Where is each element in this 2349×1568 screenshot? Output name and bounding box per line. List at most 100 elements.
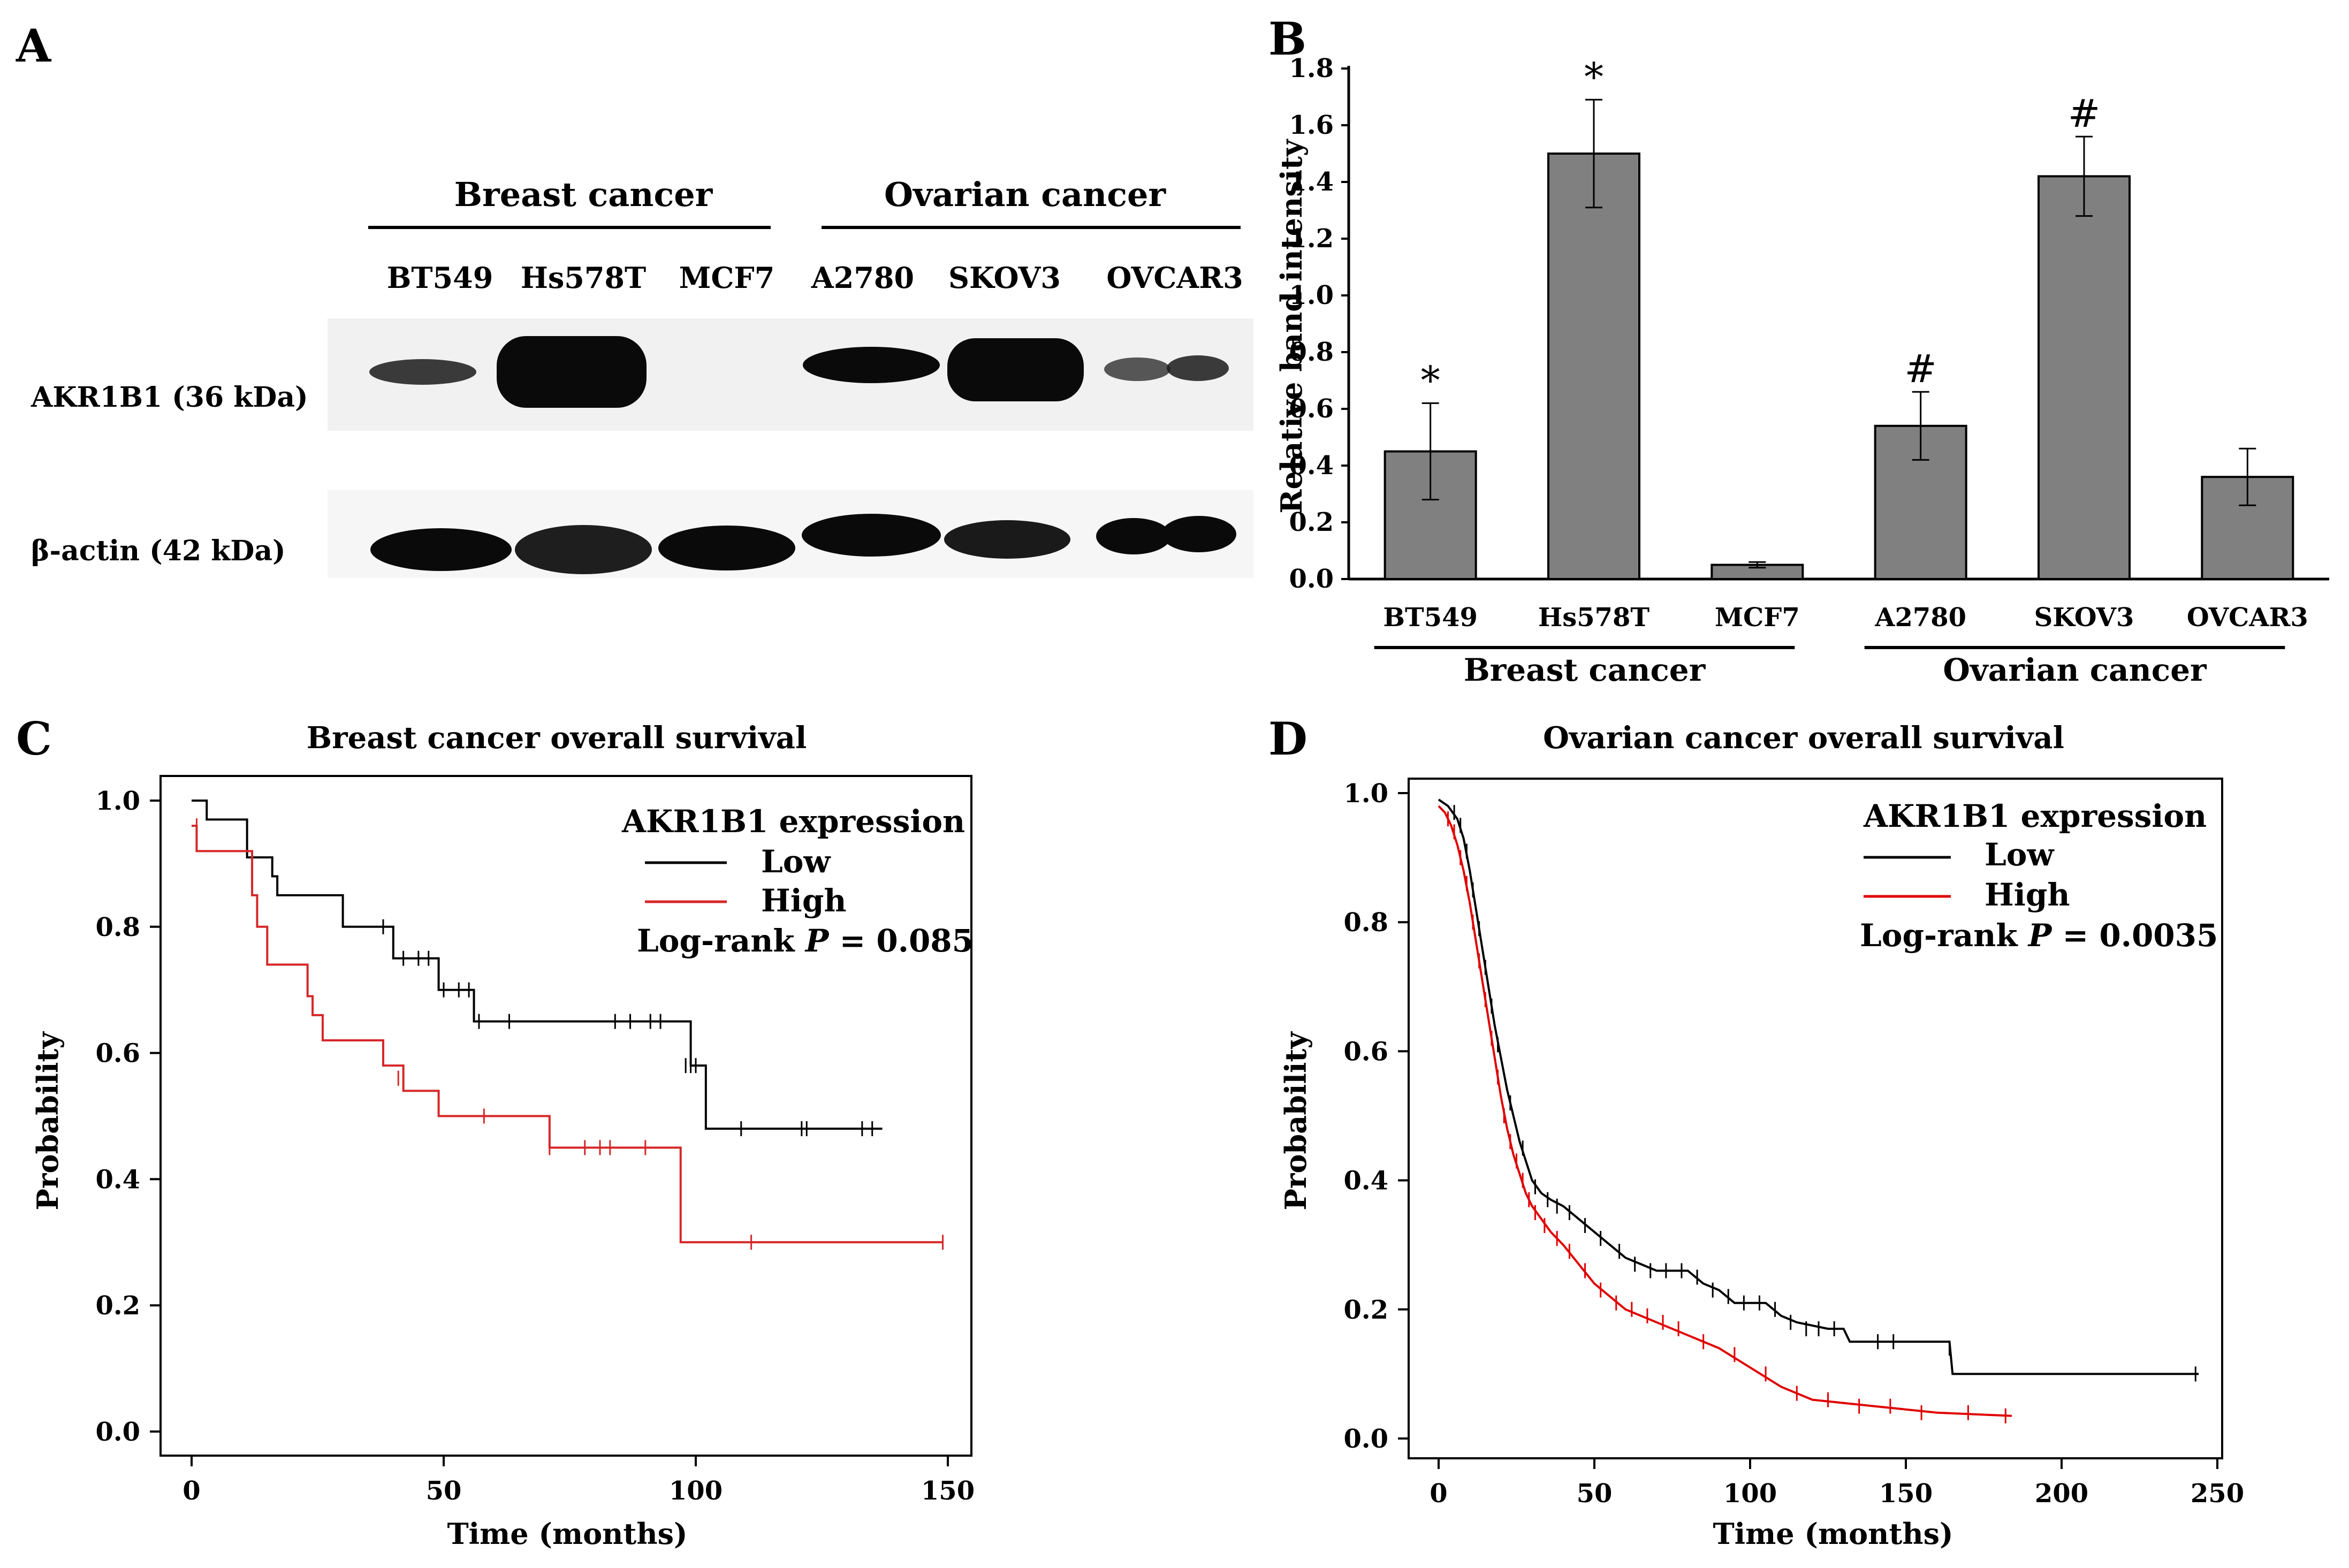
y-tick-label: 1.0: [95, 786, 140, 816]
y-axis-label: Probability: [31, 1031, 65, 1211]
y-tick-label: 0.8: [1289, 337, 1334, 367]
survival-curve-low: [192, 800, 883, 1130]
y-tick-label: 1.4: [1289, 167, 1334, 197]
y-tick-label: 0.8: [1343, 908, 1388, 938]
band-akr1b1-bt549: [369, 359, 476, 385]
band-akr1b1-ovcar3: [1104, 357, 1170, 381]
y-tick-label: 0.6: [1289, 394, 1334, 424]
plot-frame: [159, 775, 972, 1457]
x-tick-label: BT549: [1383, 603, 1477, 633]
x-tick-label: 150: [921, 1476, 975, 1506]
c-series: [192, 800, 944, 1250]
y-tick-label: 0.0: [1289, 564, 1334, 594]
d-legend: AKR1B1 expression Low High Log-rank P = …: [1860, 798, 2218, 954]
panel-a-western-blot: A Breast cancer Ovarian cancer BT549 Hs5…: [16, 19, 1253, 578]
x-tick-label: A2780: [1874, 603, 1966, 633]
x-tick-label: 50: [426, 1476, 462, 1506]
blot-lane-label: Hs578T: [521, 261, 646, 295]
survival-curve-high: [1438, 805, 2012, 1417]
blot-lane-label: BT549: [387, 261, 493, 295]
y-tick-label: 0.0: [1343, 1424, 1388, 1454]
legend-entry-low: Low: [761, 843, 831, 880]
x-tick-label: 150: [1879, 1479, 1933, 1509]
b-bars: * * # #: [1383, 54, 2294, 581]
band-beta-actin-skov3: [944, 520, 1070, 559]
x-tick-label: 50: [1577, 1479, 1613, 1509]
chart-title: Ovarian cancer overall survival: [1543, 720, 2064, 756]
y-tick-label: 0.6: [1343, 1037, 1388, 1067]
blot-lane-label: SKOV3: [948, 261, 1061, 295]
akr1b1-bands: [369, 336, 1229, 408]
legend-entry-high: High: [761, 882, 847, 919]
x-tick-label: OVCAR3: [2187, 603, 2308, 633]
beta-actin-bands: [370, 514, 1236, 574]
significance-marker: #: [2068, 91, 2100, 136]
blot-lane-label: A2780: [811, 261, 914, 295]
blot-row-label-beta-actin: β-actin (42 kDa): [31, 535, 286, 567]
panel-label-b: B: [1268, 12, 1306, 65]
band-beta-actin-mcf7: [658, 526, 795, 570]
group-label: Breast cancer: [1464, 652, 1706, 688]
x-tick-label: 0: [1430, 1479, 1447, 1509]
b-x-tick-labels: BT549 Hs578T MCF7 A2780 SKOV3 OVCAR3: [1383, 603, 2308, 633]
legend-title: AKR1B1 expression: [621, 803, 965, 840]
x-tick-label: 250: [2191, 1479, 2244, 1509]
y-tick-label: 0.2: [1343, 1295, 1388, 1325]
blot-lane-label: MCF7: [679, 261, 775, 295]
y-tick-label: 0.2: [1289, 507, 1334, 537]
c-legend: AKR1B1 expression Low High Log-rank P = …: [621, 803, 974, 959]
b-axes: 0.0 0.2 0.4 0.6 0.8 1.0 1.2 1.4 1.6 1.8: [1289, 54, 2329, 594]
band-beta-actin-bt549: [370, 528, 512, 571]
x-tick-label: MCF7: [1715, 603, 1800, 633]
c-axes: 0 50 100 150 0.0 0.2 0.4 0.6 0.8 1.0: [95, 775, 975, 1506]
blot-membrane-akr1b1: [328, 318, 1253, 431]
y-tick-label: 1.0: [1343, 779, 1388, 809]
blot-group-header-ovarian: Ovarian cancer: [884, 175, 1166, 214]
x-tick-label: SKOV3: [2034, 603, 2134, 633]
bar: [1547, 153, 1640, 580]
survival-curve-low: [1438, 798, 2199, 1375]
x-tick-label: 0: [183, 1476, 200, 1506]
band-akr1b1-a2780: [803, 347, 940, 383]
y-tick-label: 0.4: [95, 1164, 140, 1194]
group-label: Ovarian cancer: [1943, 652, 2207, 688]
d-series: [1438, 798, 2199, 1424]
x-axis-label: Time (months): [447, 1517, 687, 1551]
blot-group-header-breast: Breast cancer: [454, 175, 713, 214]
d-axes: 0 50 100 150 200 250 0.0 0.2 0.4 0.6 0.8 1.0: [1343, 778, 2244, 1509]
y-axis-label: Probability: [1279, 1031, 1313, 1211]
panel-label-c: C: [16, 712, 52, 765]
x-axis-label: Time (months): [1713, 1517, 1953, 1551]
bar: [2038, 175, 2131, 580]
panel-b-bar-chart: B Relative band intensity 0.00.20.40.60.…: [1268, 12, 2329, 688]
blot-row-label-akr1b1: AKR1B1 (36 kDa): [31, 381, 308, 414]
band-beta-actin-ovcar3: [1161, 516, 1236, 552]
significance-marker: *: [1584, 54, 1603, 99]
y-tick-label: 1.0: [1289, 280, 1334, 310]
y-tick-label: 0.6: [95, 1039, 140, 1069]
panel-d-km-ovarian: D Ovarian cancer overall survival Time (…: [1268, 712, 2244, 1551]
plot-frame: [1408, 778, 2223, 1459]
y-tick-label: 0.4: [1343, 1166, 1388, 1196]
y-tick-label: 0.0: [95, 1417, 140, 1447]
band-akr1b1-hs578t: [497, 336, 647, 408]
y-tick-label: 0.8: [95, 912, 140, 942]
band-beta-actin-ovcar3: [1096, 518, 1171, 554]
y-tick-label: 1.6: [1289, 110, 1334, 140]
significance-marker: #: [1905, 346, 1937, 391]
y-axis-label: Relative band intensity: [1274, 139, 1309, 513]
y-tick-label: 0.2: [95, 1291, 140, 1321]
x-tick-label: 100: [669, 1476, 723, 1506]
x-tick-label: Hs578T: [1538, 603, 1650, 633]
y-tick-label: 1.2: [1289, 224, 1334, 254]
band-akr1b1-skov3: [947, 338, 1084, 401]
y-tick-label: 1.8: [1289, 54, 1334, 83]
legend-title: AKR1B1 expression: [1863, 798, 2207, 834]
significance-marker: *: [1421, 357, 1440, 402]
chart-title: Breast cancer overall survival: [307, 720, 807, 756]
legend-entry-low: Low: [1985, 836, 2055, 873]
band-beta-actin-a2780: [802, 514, 941, 557]
panel-c-km-breast: C Breast cancer overall survival Time (m…: [16, 712, 975, 1551]
b-group-labels: Breast cancer Ovarian cancer: [1374, 646, 2285, 688]
